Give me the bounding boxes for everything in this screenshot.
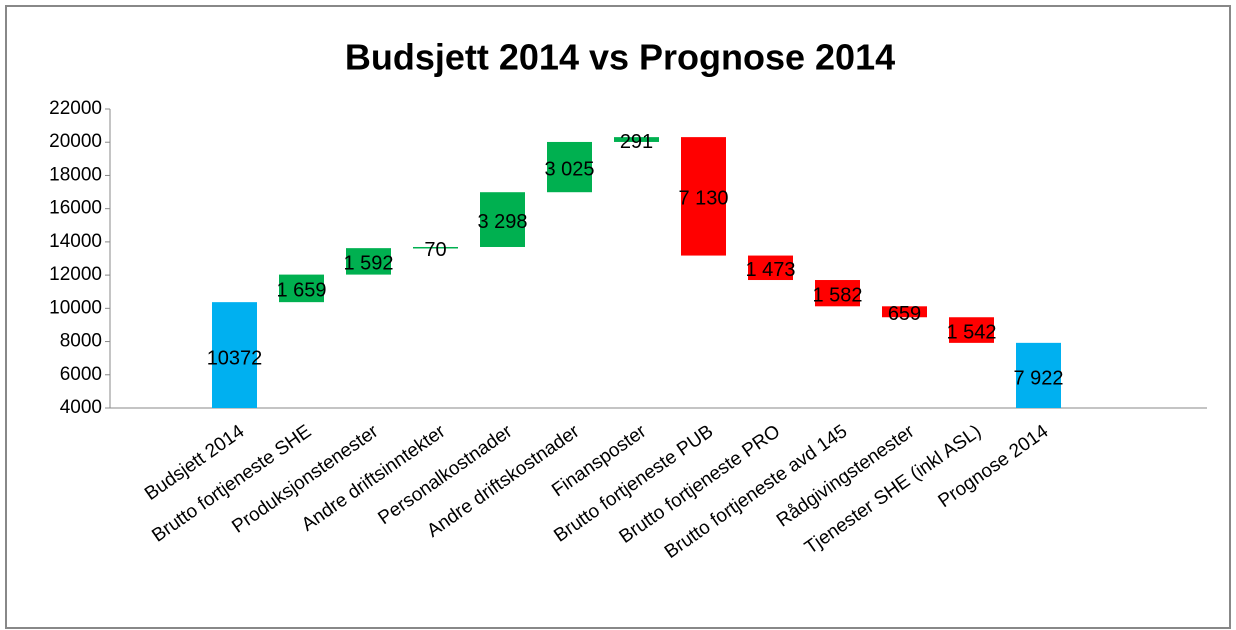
- bar: [413, 246, 458, 249]
- y-tick-label: 22000: [49, 98, 102, 119]
- bar: [681, 137, 726, 256]
- y-tick-label: 8000: [60, 331, 102, 352]
- bar: [882, 306, 927, 318]
- chart-title: Budsjett 2014 vs Prognose 2014: [345, 37, 895, 78]
- y-tick-label: 20000: [49, 131, 102, 152]
- data-label: 3 025: [544, 158, 594, 180]
- data-label: 7 130: [678, 188, 728, 210]
- data-label: 70: [424, 239, 446, 261]
- bar: [1016, 342, 1061, 408]
- bar: [748, 255, 793, 281]
- data-label: 291: [620, 131, 653, 153]
- chart-frame: [5, 5, 1231, 629]
- bar: [279, 274, 324, 303]
- data-label: 1 473: [745, 259, 795, 281]
- bar: [547, 141, 592, 193]
- bar: [346, 248, 391, 275]
- data-label: 1 542: [946, 321, 996, 343]
- y-tick-label: 16000: [49, 198, 102, 219]
- data-label: 10372: [207, 347, 263, 369]
- data-label: 659: [888, 303, 921, 325]
- bar: [480, 192, 525, 247]
- data-label: 1 582: [812, 284, 862, 306]
- data-label: 3 298: [477, 211, 527, 233]
- y-tick-label: 14000: [49, 231, 102, 252]
- data-label: 1 659: [276, 280, 326, 302]
- y-tick-label: 12000: [49, 264, 102, 285]
- y-tick-label: 4000: [60, 397, 102, 418]
- data-label: 1 592: [343, 253, 393, 275]
- bar: [614, 137, 659, 142]
- bar: [949, 317, 994, 343]
- bar: [212, 302, 257, 408]
- y-tick-label: 10000: [49, 297, 102, 318]
- y-tick-label: 6000: [60, 364, 102, 385]
- bar: [815, 280, 860, 307]
- data-label: 7 922: [1013, 368, 1063, 390]
- y-tick-label: 18000: [49, 164, 102, 185]
